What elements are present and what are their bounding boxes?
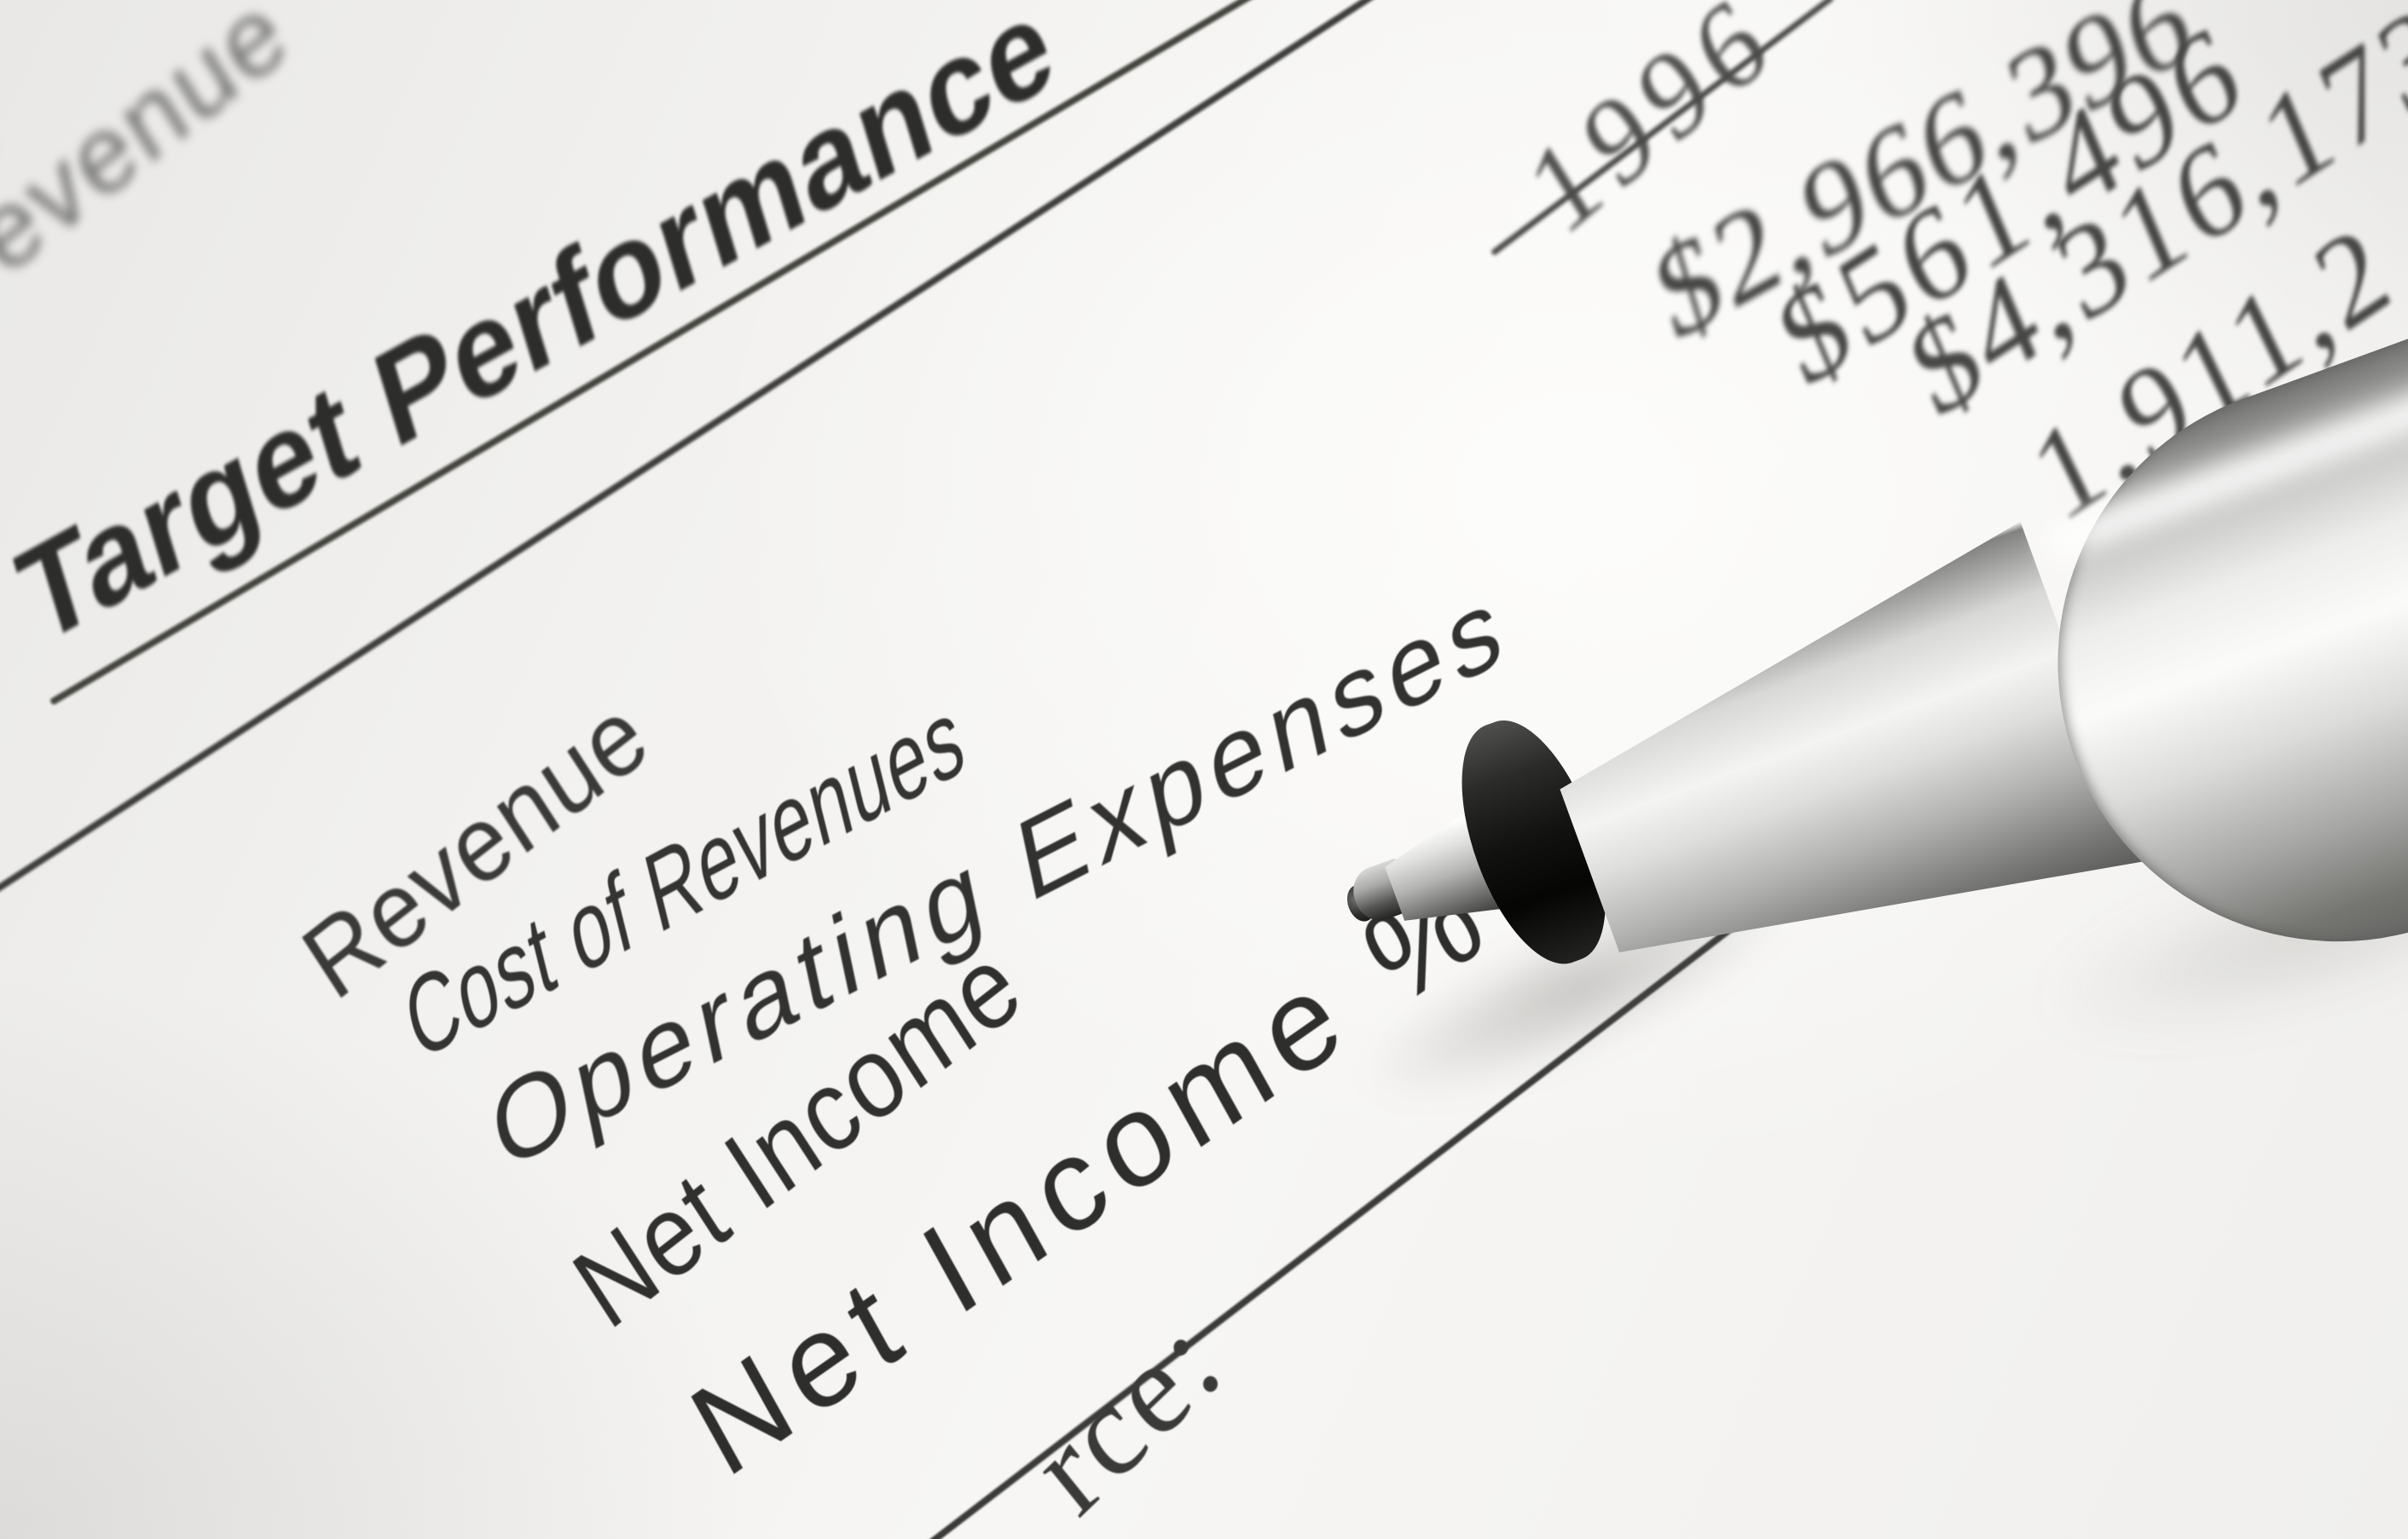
pen-front-section	[1528, 522, 2145, 1041]
